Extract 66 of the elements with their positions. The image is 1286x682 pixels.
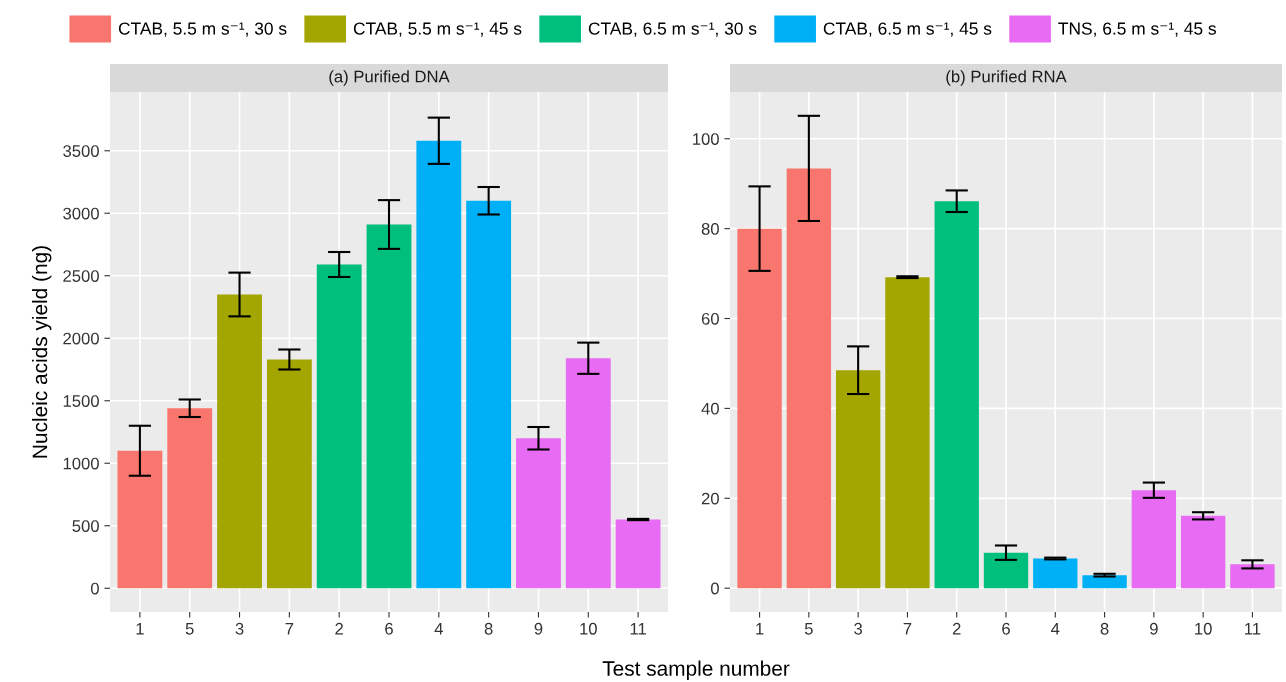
y-tick-label: 2500: [63, 270, 99, 282]
bar: [167, 408, 213, 589]
y-tick-label: 0: [710, 582, 719, 595]
x-tick-label: 6: [1002, 622, 1010, 635]
x-tick-label: 7: [903, 623, 912, 635]
y-axis-title: Nucleic acids yield (ng): [31, 246, 52, 458]
y-tick-label: 3000: [63, 207, 99, 220]
x-tick-label: 11: [1245, 623, 1261, 635]
y-tick-label: 3500: [63, 145, 99, 157]
y-tick-label: 40: [701, 402, 719, 415]
x-tick-label: 4: [1051, 623, 1060, 635]
y-tick-label: 80: [701, 223, 719, 235]
bar: [217, 294, 262, 589]
y-tick-label: 2000: [63, 332, 99, 345]
bar: [565, 358, 611, 589]
x-tick-label: 8: [1100, 622, 1109, 635]
y-tick-label: 0: [90, 582, 99, 595]
legend-label: CTAB, 6.5 m s⁻¹, 45 s: [823, 22, 992, 37]
y-tick-label: 1500: [63, 395, 99, 407]
x-tick-label: 10: [580, 622, 597, 635]
legend-label: CTAB, 5.5 m s⁻¹, 30 s: [118, 22, 287, 37]
y-tick-label: 20: [701, 492, 719, 505]
x-tick-label: 1: [756, 623, 764, 635]
bar: [1131, 490, 1177, 589]
bar: [1230, 564, 1275, 589]
bar: [737, 228, 782, 589]
x-tick-label: 9: [1150, 622, 1158, 635]
x-tick-label: 9: [534, 622, 543, 635]
legend-label: CTAB, 6.5 m s⁻¹, 30 s: [588, 22, 757, 37]
x-tick-label: 10: [1195, 622, 1212, 635]
bar: [835, 370, 881, 589]
legend-label: CTAB, 5.5 m s⁻¹, 45 s: [353, 22, 522, 37]
bar: [516, 438, 561, 589]
bar: [885, 277, 930, 589]
y-tick-label: 500: [72, 520, 99, 532]
bar: [266, 359, 312, 589]
x-axis-title: Test sample number: [602, 660, 790, 680]
x-tick-label: 5: [185, 623, 194, 635]
x-tick-label: 2: [335, 622, 343, 635]
bar: [366, 224, 412, 589]
bar: [466, 200, 512, 589]
x-tick-label: 11: [630, 623, 646, 635]
x-tick-label: 4: [434, 623, 443, 635]
x-tick-label: 3: [854, 622, 863, 635]
x-tick-label: 5: [804, 623, 813, 635]
chart-title: (b) Purified RNA: [946, 70, 1067, 86]
chart-title: (a) Purified DNA: [329, 70, 450, 86]
x-tick-label: 3: [235, 622, 244, 635]
x-tick-label: 7: [285, 623, 294, 635]
bar: [786, 168, 832, 589]
legend-label: TNS, 6.5 m s⁻¹, 45 s: [1058, 22, 1216, 37]
x-tick-label: 8: [484, 622, 493, 635]
bar: [316, 264, 362, 589]
y-tick-label: 60: [701, 312, 719, 325]
bar: [983, 552, 1029, 589]
bar: [934, 201, 979, 589]
y-tick-label: 100: [693, 133, 719, 145]
bar: [1180, 515, 1226, 589]
bar: [416, 140, 462, 589]
y-tick-label: 1000: [63, 457, 99, 470]
bar: [615, 519, 661, 589]
bar: [117, 450, 163, 589]
bar: [1033, 558, 1078, 589]
x-tick-label: 1: [136, 623, 144, 635]
x-tick-label: 6: [385, 622, 393, 635]
x-tick-label: 2: [952, 622, 961, 635]
